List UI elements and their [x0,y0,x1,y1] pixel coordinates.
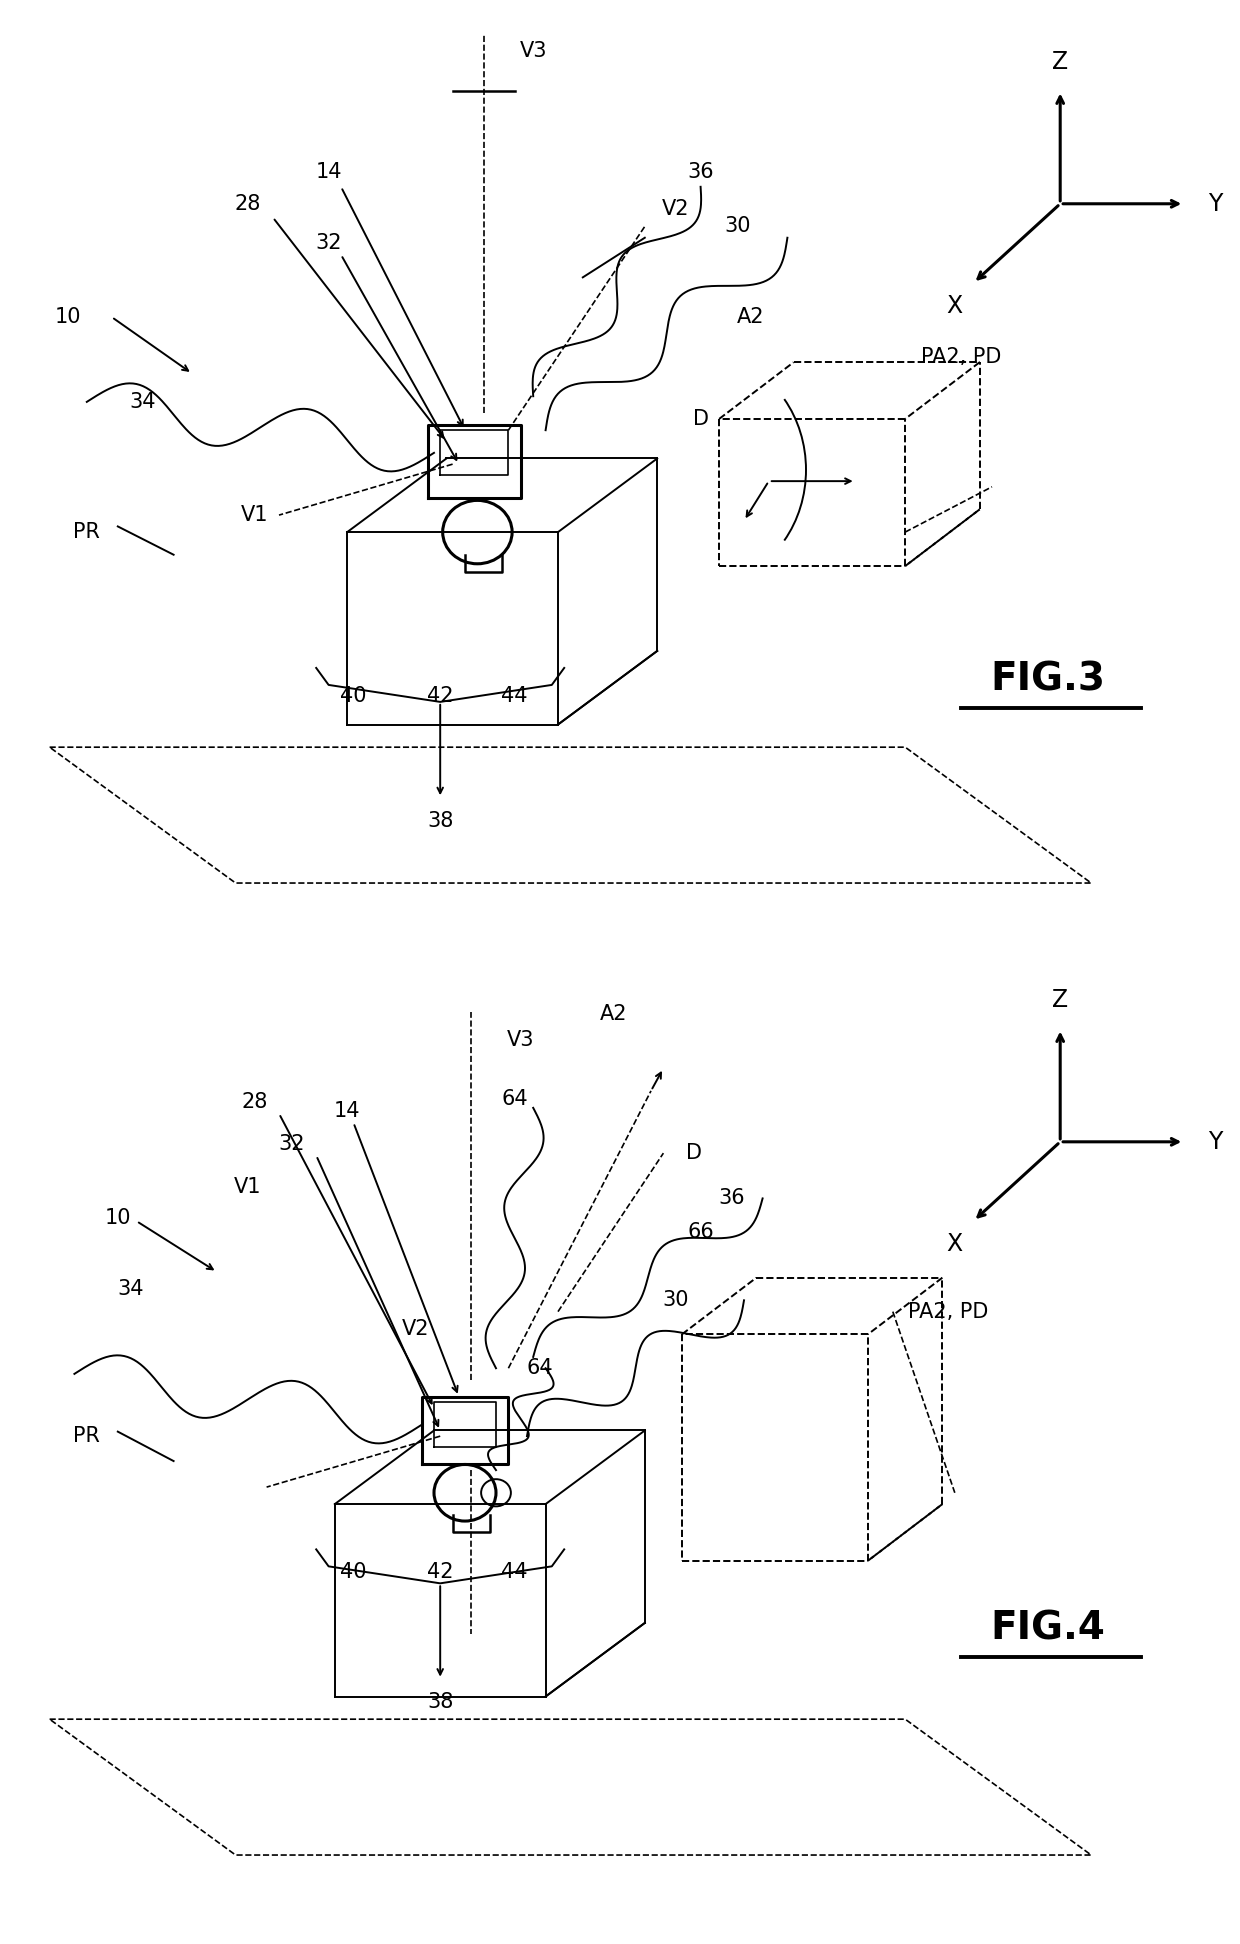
Text: PA2, PD: PA2, PD [909,1302,988,1322]
Text: 28: 28 [234,194,262,214]
Text: 44: 44 [501,1563,528,1582]
Text: 34: 34 [117,1279,144,1299]
Text: 14: 14 [315,161,342,183]
Text: 36: 36 [718,1188,745,1209]
Text: X: X [946,1232,963,1256]
Text: 10: 10 [55,307,82,327]
Text: 42: 42 [427,1563,454,1582]
Text: 38: 38 [427,811,454,830]
Text: 32: 32 [278,1133,305,1155]
Text: X: X [946,294,963,317]
Text: PR: PR [73,523,100,542]
Text: PR: PR [73,1427,100,1446]
Text: 32: 32 [315,233,342,253]
Text: 40: 40 [340,686,367,706]
Text: V2: V2 [402,1318,429,1339]
Text: 66: 66 [687,1223,714,1242]
Text: Y: Y [1208,192,1223,216]
Text: V2: V2 [662,200,689,220]
Text: FIG.3: FIG.3 [991,661,1105,698]
Text: Z: Z [1052,51,1069,74]
Text: 30: 30 [724,216,751,237]
Text: D: D [693,408,708,430]
Text: A2: A2 [600,1003,627,1024]
Text: PA2, PD: PA2, PD [921,346,1001,367]
Text: 14: 14 [334,1100,361,1122]
Text: 34: 34 [129,393,156,412]
Text: 40: 40 [340,1563,367,1582]
Text: 36: 36 [687,161,714,183]
Text: 10: 10 [104,1207,131,1229]
Text: FIG.4: FIG.4 [991,1610,1105,1649]
Text: 64: 64 [526,1359,553,1378]
Text: V3: V3 [507,1030,534,1050]
Text: 28: 28 [241,1093,268,1112]
Text: V1: V1 [241,505,268,525]
Text: 30: 30 [662,1291,689,1310]
Text: Y: Y [1208,1129,1223,1155]
Text: V1: V1 [234,1178,262,1198]
Text: V3: V3 [520,41,547,60]
Text: A2: A2 [737,307,764,327]
Text: 44: 44 [501,686,528,706]
Text: 64: 64 [501,1089,528,1108]
Text: 38: 38 [427,1691,454,1713]
Text: D: D [687,1143,702,1163]
Text: 42: 42 [427,686,454,706]
Text: Z: Z [1052,988,1069,1013]
